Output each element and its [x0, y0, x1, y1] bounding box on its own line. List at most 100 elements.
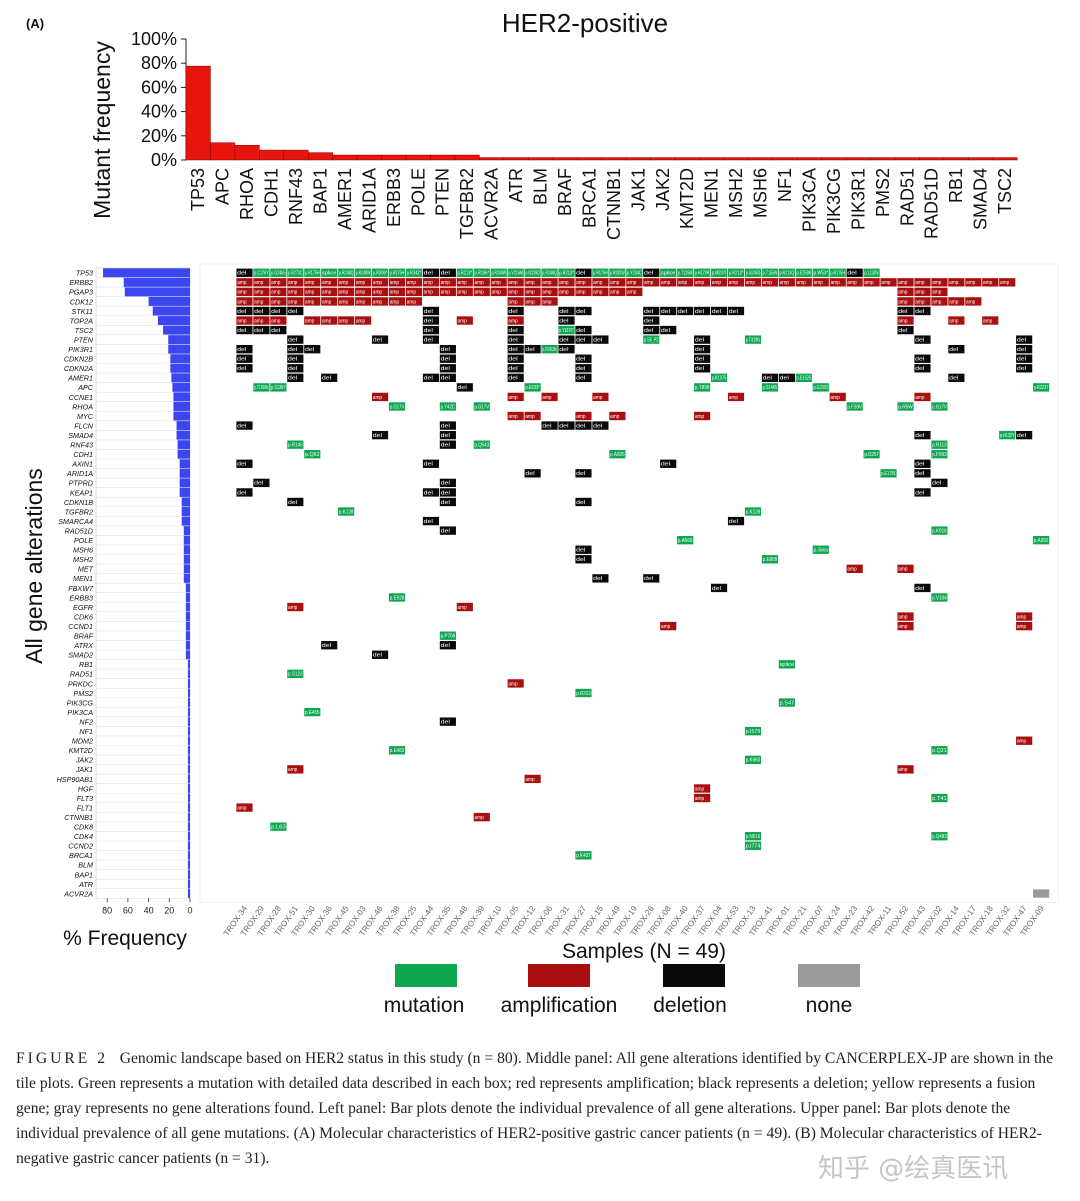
tile-deletion — [914, 488, 931, 497]
tile-deletion — [236, 306, 253, 316]
tile-amplification — [914, 278, 931, 287]
tile-label: amp — [763, 280, 772, 286]
tile-mutation — [897, 402, 914, 411]
tile-label: amp — [508, 681, 517, 687]
tile-label: amp — [695, 786, 704, 792]
tile-label: amp — [610, 280, 619, 286]
tile-mutation — [677, 268, 694, 277]
tile-label: del — [322, 376, 331, 382]
tile-deletion — [660, 306, 677, 316]
tile-amplification — [388, 278, 406, 287]
tile-label: del — [237, 347, 246, 353]
tile-label: del — [915, 357, 924, 363]
gene-row-label: MET — [78, 565, 94, 574]
tile-label: del — [441, 719, 450, 725]
tile-deletion — [897, 325, 914, 335]
tile-label: amp — [237, 318, 246, 324]
tile-label: p.K1075 — [712, 376, 727, 382]
tile-label: del — [508, 376, 517, 382]
tile-label: amp — [475, 815, 484, 821]
gene-alteration-bar — [123, 277, 190, 287]
tile-label: amp — [458, 318, 467, 324]
tile-amplification — [304, 287, 321, 297]
tile-label: del — [508, 366, 517, 372]
tile-amplification — [694, 411, 711, 421]
gene-category-label: NF1 — [775, 168, 795, 202]
tile-label: amp — [712, 280, 721, 286]
tile-amplification — [829, 278, 846, 287]
tile-label: amp — [949, 280, 958, 286]
tile-label: amp — [475, 280, 484, 286]
tile-amplification — [355, 297, 372, 306]
tile-label: amp — [576, 414, 585, 420]
gene-row-label: HSP90AB1 — [57, 775, 93, 784]
gene-alteration-bar — [187, 764, 190, 774]
tile-label: p.R313 — [576, 691, 591, 697]
tile-label: amp — [695, 280, 704, 286]
gene-category-label: RAD51 — [897, 168, 917, 226]
tile-mutation — [592, 268, 609, 277]
tile-label: amp — [661, 624, 670, 630]
tile-mutation — [338, 268, 355, 277]
tile-label: amp — [898, 567, 907, 573]
mutation-freq-bar — [332, 154, 358, 161]
tile-mutation — [711, 373, 728, 382]
gene-row-label: MEN1 — [73, 574, 93, 583]
tile-label: p.R248Q — [542, 271, 557, 277]
tile-label: amp — [525, 280, 534, 286]
tile-label: del — [373, 433, 382, 439]
tile-label: amp — [559, 280, 568, 286]
tile-label: p.R2237 — [1034, 385, 1049, 391]
tile-mutation — [931, 450, 948, 459]
mutation-freq-bar — [210, 142, 236, 161]
tile-mutation — [744, 268, 762, 277]
tile-amplification — [795, 278, 812, 287]
gene-row-label: AMER1 — [67, 374, 93, 383]
tile-amplification — [575, 411, 592, 421]
tile-label: del — [915, 462, 924, 468]
tile-label: amp — [542, 280, 551, 286]
tile-amplification — [609, 411, 626, 421]
tile-label: del — [576, 548, 585, 554]
tile-deletion — [236, 345, 253, 354]
mutation-freq-bar — [234, 144, 260, 161]
tile-amplification — [253, 287, 270, 297]
tile-label: p.S123 — [288, 672, 303, 678]
tile-label: p.G2303 — [814, 385, 829, 391]
tile-deletion — [524, 345, 541, 354]
tile-label: del — [237, 357, 246, 363]
tile-label: del — [237, 423, 246, 429]
gene-row-label: CCND1 — [68, 622, 93, 631]
tile-mutation — [287, 440, 304, 449]
legend-label-amplification: amplification — [501, 994, 618, 1017]
tile-amplification — [287, 297, 304, 306]
tile-deletion — [507, 364, 524, 373]
legend-swatch-deletion — [663, 964, 725, 987]
gene-row-label: CTNNB1 — [64, 813, 93, 822]
tile-deletion — [643, 316, 660, 325]
tile-label: del — [1017, 366, 1026, 372]
tile-label: p.T319fs — [746, 337, 761, 343]
tile-amplification — [1016, 736, 1033, 745]
tile-amplification — [270, 287, 287, 297]
tile-amplification — [694, 793, 711, 803]
tile-mutation — [388, 402, 406, 411]
tile-label: del — [576, 423, 585, 429]
tile-amplification — [236, 803, 253, 812]
tile-amplification — [507, 278, 524, 287]
tile-label: amp — [441, 290, 450, 296]
tile-mutation — [507, 268, 524, 277]
tile-amplification — [1016, 621, 1033, 631]
tile-mutation — [812, 383, 829, 392]
tile-label: del — [424, 376, 433, 382]
gene-alteration-bar — [179, 459, 190, 469]
tile-label: amp — [237, 299, 246, 305]
panel-label: (A) — [26, 16, 44, 31]
tile-label: amp — [373, 299, 382, 305]
tile-deletion — [422, 373, 439, 382]
tile-label: amp — [966, 299, 975, 305]
tile-label: amp — [458, 605, 467, 611]
tile-label: amp — [407, 280, 416, 286]
gene-row-label: HGF — [78, 784, 94, 793]
tile-amplification — [1016, 612, 1033, 621]
